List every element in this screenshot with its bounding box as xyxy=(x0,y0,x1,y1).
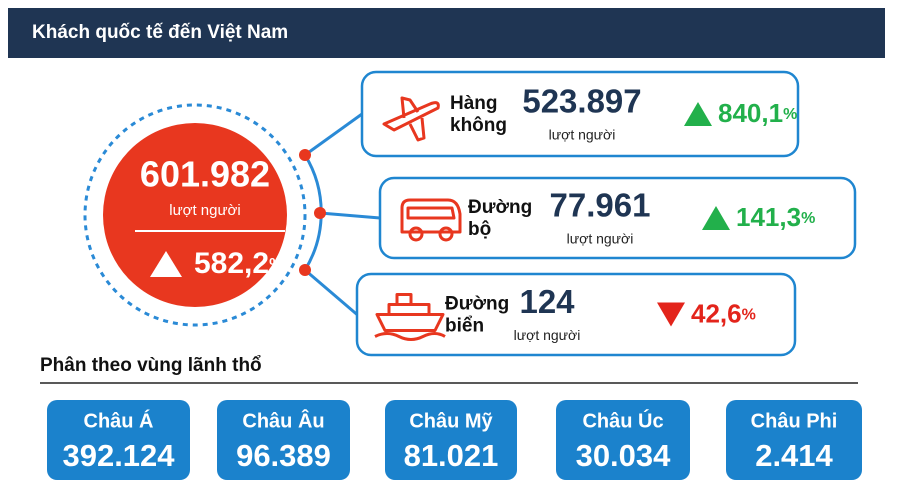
connector xyxy=(304,112,363,157)
ship-icon xyxy=(374,293,446,341)
total-unit: lượt người xyxy=(169,202,240,219)
header-bar xyxy=(8,8,885,58)
region-box xyxy=(726,400,862,480)
outer-ring xyxy=(83,103,307,327)
mode-box xyxy=(378,176,857,260)
mode-change-value: 42,6 xyxy=(691,298,742,328)
region-box xyxy=(556,400,690,480)
region-value: 30.034 xyxy=(576,438,672,473)
mode-label: biển xyxy=(445,316,484,337)
header-title: Khách quốc tế đến Việt Nam xyxy=(32,22,288,43)
total-change-unit: % xyxy=(269,256,283,273)
region-box xyxy=(47,400,190,480)
wheel xyxy=(408,226,424,242)
region-value: 81.021 xyxy=(404,438,499,473)
mode-change: 840,1% xyxy=(718,98,797,128)
bus-icon xyxy=(400,198,462,234)
plane-icon xyxy=(382,96,440,142)
wheel xyxy=(438,226,454,242)
mode-box xyxy=(355,272,797,357)
mode-value: 523.897 xyxy=(522,83,641,120)
mode-unit: lượt người xyxy=(567,231,634,247)
region-name: Châu Mỹ xyxy=(409,410,493,432)
mode-change-value: 840,1 xyxy=(718,98,783,128)
change-arrow xyxy=(657,302,685,327)
connector-dot xyxy=(314,207,326,219)
mode-value: 77.961 xyxy=(550,187,651,224)
connector xyxy=(319,211,381,220)
region-name: Châu Á xyxy=(84,409,154,432)
mode-box xyxy=(360,70,800,158)
mode-unit: lượt người xyxy=(514,327,581,343)
mode-label: Đường xyxy=(468,197,532,218)
mode-change-value: 141,3 xyxy=(736,202,801,232)
region-box xyxy=(385,400,517,480)
mode-label: bộ xyxy=(468,219,491,240)
region-name: Châu Phi xyxy=(751,410,838,432)
region-value: 392.124 xyxy=(62,438,175,473)
total-change: 582,2% xyxy=(194,247,283,280)
change-arrow xyxy=(702,206,730,230)
total-value: 601.982 xyxy=(140,154,270,195)
region-name: Châu Úc xyxy=(582,408,663,432)
mode-change-unit: % xyxy=(742,307,756,324)
connector-dot xyxy=(299,264,311,276)
total-arrow xyxy=(150,251,182,277)
region-value: 2.414 xyxy=(755,438,833,473)
mode-unit: lượt người xyxy=(549,127,616,143)
mode-change-unit: % xyxy=(783,106,797,123)
mode-label: không xyxy=(450,115,507,136)
region-name: Châu Âu xyxy=(242,408,324,432)
mode-value: 124 xyxy=(519,283,575,320)
regions-heading: Phân theo vùng lãnh thổ xyxy=(40,355,262,376)
mode-change-unit: % xyxy=(801,210,815,227)
connector-dot xyxy=(299,149,311,161)
change-arrow xyxy=(684,102,712,126)
total-circle xyxy=(103,123,287,307)
mode-label: Hàng xyxy=(450,93,498,114)
mode-change: 141,3% xyxy=(736,202,815,232)
connector xyxy=(304,268,358,316)
region-box xyxy=(217,400,350,480)
mode-change: 42,6% xyxy=(691,298,756,328)
mode-label: Đường xyxy=(445,294,509,315)
total-change-value: 582,2 xyxy=(194,247,269,280)
region-value: 96.389 xyxy=(236,438,331,473)
